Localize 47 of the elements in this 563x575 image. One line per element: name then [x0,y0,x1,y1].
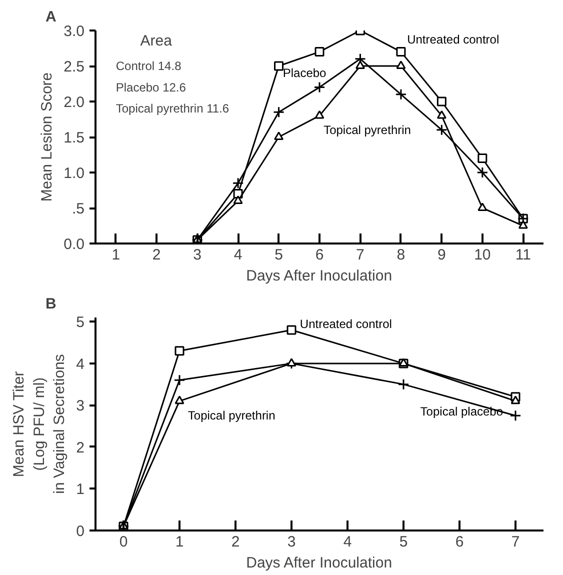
y-tick-label: 0 [76,523,84,540]
annotation: Control 14.8 [116,59,182,73]
series-label: Untreated control [300,316,392,331]
annotation: Topical pyrethrin 11.6 [116,102,230,116]
x-tick-label: 7 [511,534,520,550]
x-tick-label: 6 [315,246,324,264]
x-tick-label: 2 [152,246,161,264]
chart-title: B [46,296,56,312]
x-axis-title: Days After Inoculation [246,268,392,284]
x-tick-label: 10 [474,246,491,264]
y-axis-title: Mean Lesion Score [38,72,56,202]
y-tick-label: 3 [76,398,84,415]
series-label: Placebo [282,66,327,80]
y-tick-label: 4 [76,356,84,373]
y-tick-label: 0.0 [64,236,85,253]
x-tick-label: 0 [119,534,128,550]
y-tick-label: 1.0 [64,165,85,182]
y-axis-title: Mean HSV Titer (Log PFU/ ml) in Vaginal Secretions [10,354,68,494]
y-tick-label: 1 [76,481,84,498]
x-tick-label: 5 [274,246,283,264]
x-tick-label: 3 [287,534,296,550]
x-tick-label: 3 [193,246,202,264]
y-tick-label: 5 [76,314,84,332]
y-tick-label: 2.5 [64,58,85,76]
y-tick-label: 3.0 [64,23,85,40]
x-tick-label: 4 [234,246,242,264]
x-tick-label: 7 [356,246,364,264]
series-label: Topical pyrethrin [188,408,276,423]
y-tick-label: .5 [72,200,85,218]
annotation: Area [140,32,173,50]
x-tick-label: 9 [438,246,446,264]
x-tick-label: 2 [231,534,240,550]
series-label: Untreated control [407,32,500,47]
x-tick-label: 1 [112,246,120,264]
y-tick-label: 1.5 [64,130,85,146]
y-tick-label: 2 [76,439,84,456]
x-tick-label: 5 [399,534,408,550]
annotation: Placebo 12.6 [116,80,186,94]
x-tick-label: 11 [515,246,531,264]
x-tick-label: 4 [343,534,352,550]
y-tick-label: 2.0 [64,94,85,111]
x-tick-label: 6 [455,534,464,550]
x-tick-label: 1 [175,534,184,550]
chart-title: A [46,8,56,26]
x-axis-title: Days After Inoculation [246,554,392,572]
x-tick-label: 8 [396,246,406,264]
series-label: Topical pyrethrin [324,122,411,137]
